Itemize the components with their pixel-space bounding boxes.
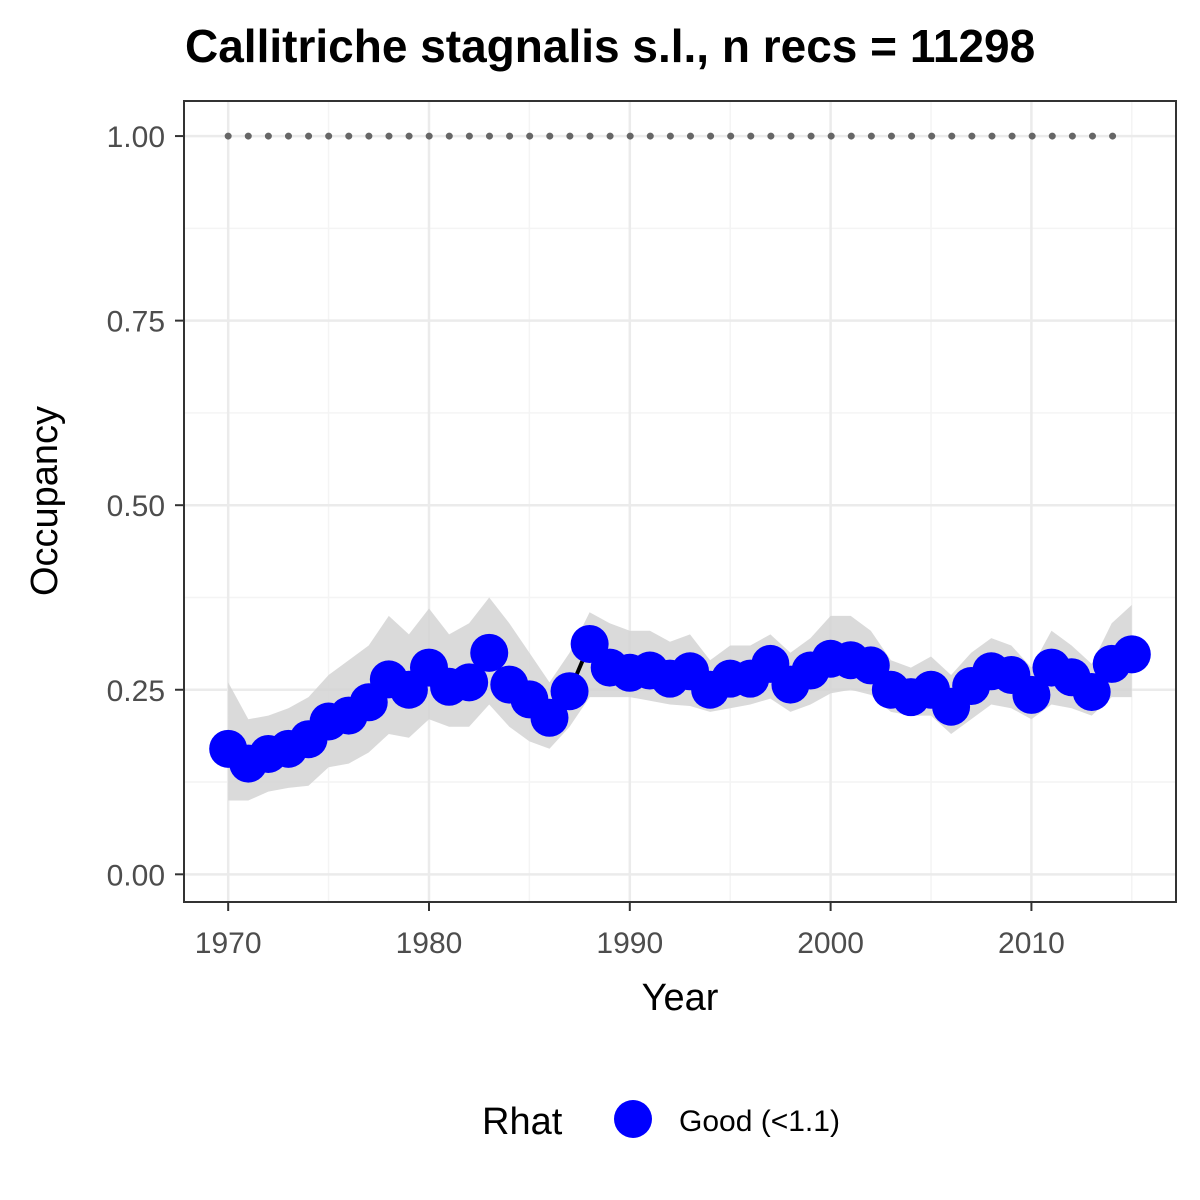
y-axis: 0.00 0.25 0.50 0.75 1.00 bbox=[107, 121, 184, 892]
chart-title: Callitriche stagnalis s.l., n recs = 112… bbox=[185, 20, 1035, 72]
legend-label-good: Good (<1.1) bbox=[679, 1105, 840, 1138]
y-tick-label: 0.75 bbox=[107, 306, 165, 339]
x-tick-label: 1970 bbox=[195, 927, 262, 960]
y-tick-label: 0.50 bbox=[107, 490, 165, 523]
legend: Rhat Good (<1.1) bbox=[482, 1100, 840, 1143]
data-point bbox=[1113, 635, 1151, 673]
x-axis-title: Year bbox=[642, 977, 719, 1019]
legend-title: Rhat bbox=[482, 1101, 563, 1143]
x-axis: 1970 1980 1990 2000 2010 bbox=[195, 902, 1065, 960]
x-tick-label: 2000 bbox=[797, 927, 864, 960]
plot-panel bbox=[184, 101, 1176, 902]
x-tick-label: 2010 bbox=[998, 927, 1065, 960]
x-tick-label: 1990 bbox=[596, 927, 663, 960]
y-tick-label: 0.25 bbox=[107, 675, 165, 708]
y-axis-title: Occupancy bbox=[24, 406, 66, 596]
data-point bbox=[470, 634, 508, 672]
x-tick-label: 1980 bbox=[396, 927, 463, 960]
data-point bbox=[551, 672, 589, 710]
y-tick-label: 0.00 bbox=[107, 859, 165, 892]
legend-key-good bbox=[614, 1100, 652, 1138]
y-tick-label: 1.00 bbox=[107, 121, 165, 154]
